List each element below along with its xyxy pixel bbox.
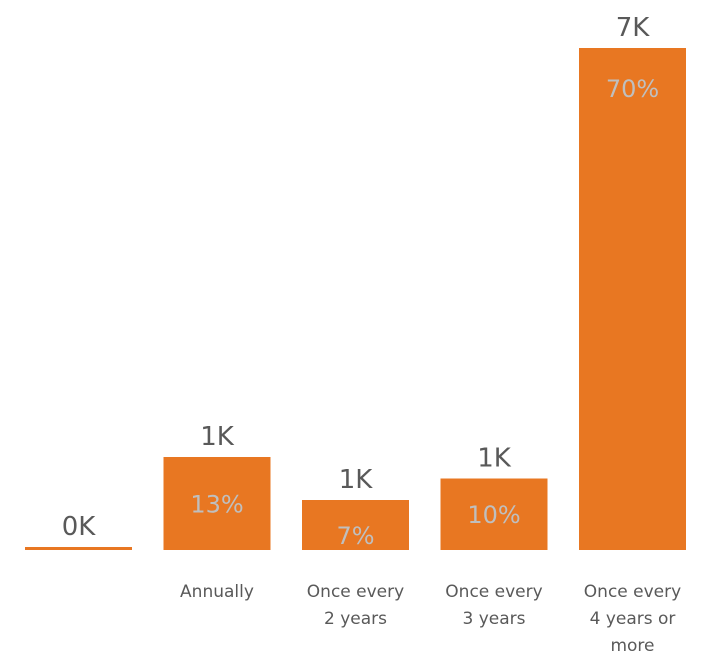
bar-2 [302,499,409,550]
category-label-1-line-0: Annually [180,582,254,602]
category-labels-group: Annually Once every 2 years Once every 3 yea… [180,582,681,656]
bar-3 [440,478,548,550]
category-label-2-line-1: 2 years [324,609,387,629]
percent-label-4: 70% [606,75,659,103]
category-label-2-line-0: Once every [307,582,404,602]
value-label-2: 1K [339,465,374,495]
bar-1 [163,456,271,550]
percent-label-2: 7% [336,522,374,550]
category-label-3-line-1: 3 years [462,609,525,629]
category-label-4-line-0: Once every [584,582,681,602]
category-label-3-line-0: Once every [445,582,542,602]
percent-labels-group: 13% 7% 10% 70% [190,75,659,550]
percent-label-1: 13% [190,490,243,518]
value-label-0: 0K [62,512,97,542]
percent-label-3: 10% [467,501,520,529]
bars-group [25,48,686,550]
category-label-4-line-2: more [610,636,654,656]
bar-4 [579,48,686,550]
category-label-4-line-1: 4 years or [590,609,676,629]
value-label-1: 1K [200,422,235,452]
value-label-4: 7K [616,13,651,43]
value-labels-group: 0K 1K 1K 1K 7K [62,13,651,542]
value-label-3: 1K [477,443,512,473]
bar-0 [25,547,132,550]
